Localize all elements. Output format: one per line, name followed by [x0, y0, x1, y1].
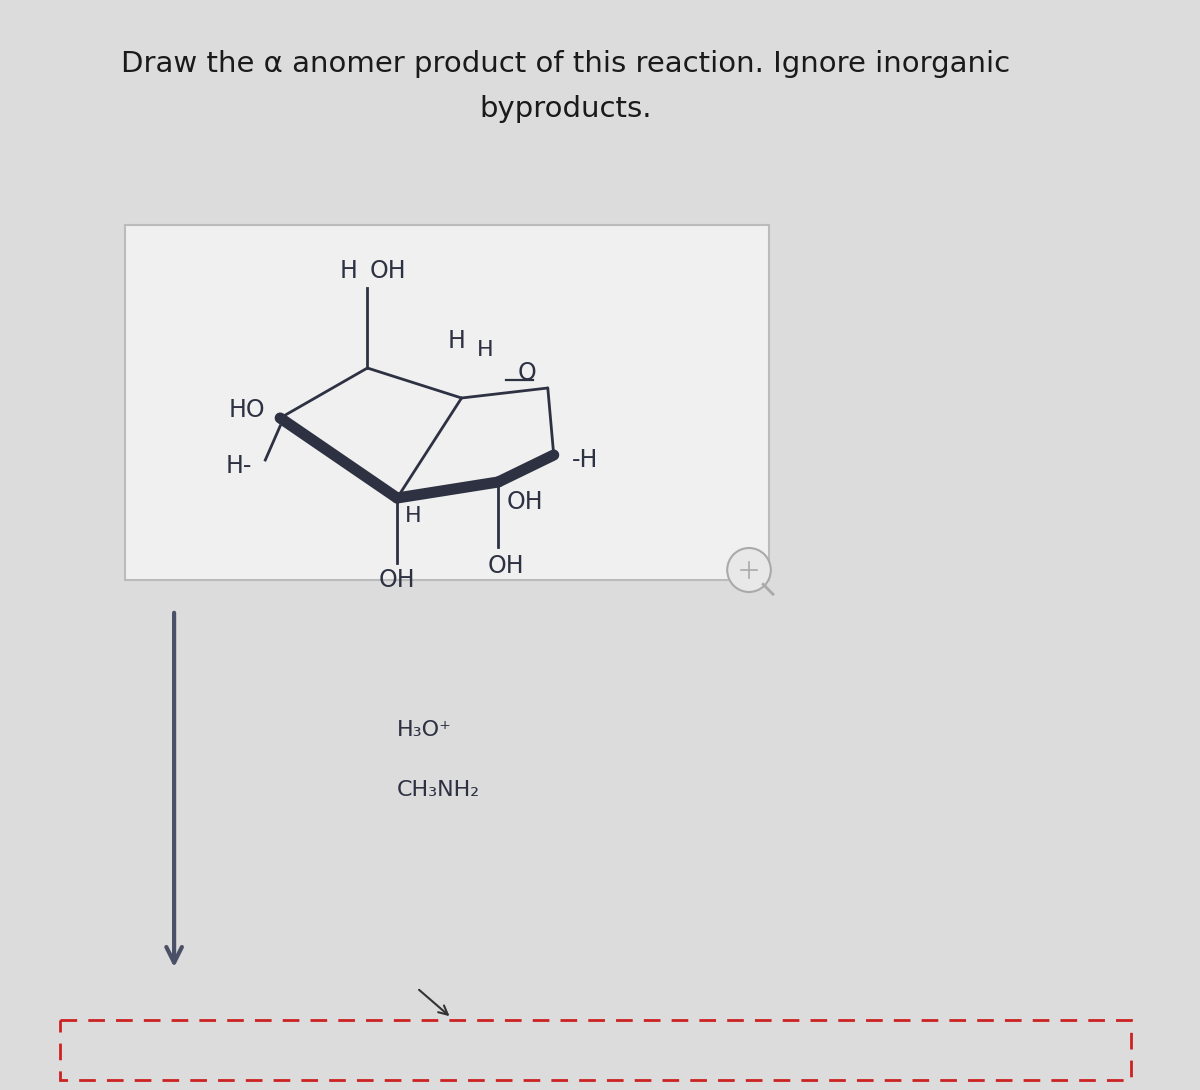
Text: -H: -H: [571, 448, 598, 472]
Bar: [125, 225, 769, 580]
Bar: [60, 1020, 1130, 1080]
Text: H₃O⁺: H₃O⁺: [397, 720, 452, 740]
Text: H: H: [476, 340, 493, 360]
Text: H: H: [448, 329, 466, 353]
Text: OH: OH: [379, 568, 415, 592]
Text: H: H: [406, 506, 421, 526]
Text: OH: OH: [488, 554, 524, 578]
Text: HO: HO: [229, 398, 265, 422]
Text: OH: OH: [370, 259, 406, 283]
Text: byproducts.: byproducts.: [479, 95, 652, 123]
Text: OH: OH: [506, 490, 542, 514]
Text: H: H: [340, 259, 358, 283]
Text: CH₃NH₂: CH₃NH₂: [397, 780, 480, 800]
Text: Draw the α anomer product of this reaction. Ignore inorganic: Draw the α anomer product of this reacti…: [121, 50, 1010, 78]
Circle shape: [727, 548, 770, 592]
Text: H-: H-: [226, 455, 252, 479]
Text: O: O: [518, 361, 536, 385]
Polygon shape: [280, 368, 553, 498]
